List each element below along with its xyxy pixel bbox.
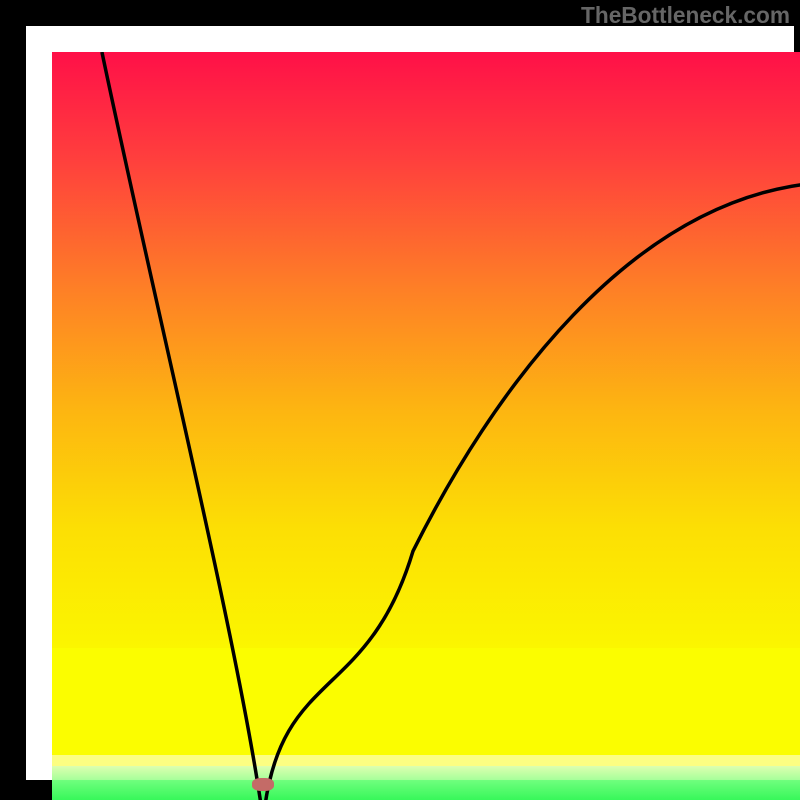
minimum-marker — [252, 778, 274, 791]
chart-frame — [0, 0, 800, 800]
plot-area — [52, 52, 800, 800]
watermark-text: TheBottleneck.com — [581, 2, 790, 29]
bottleneck-curve — [52, 52, 800, 800]
